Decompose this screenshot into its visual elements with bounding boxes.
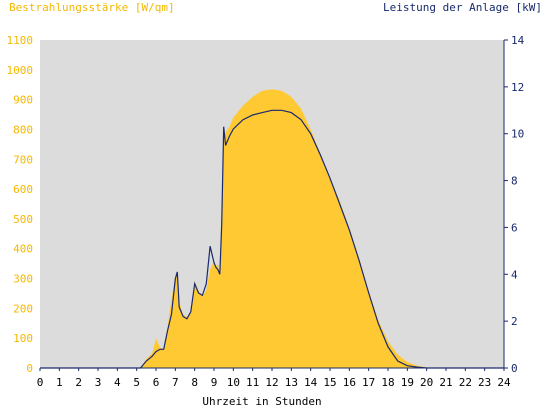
x-tick-label: 22 [459,376,472,389]
x-axis-ticks: 0 1 2 3 4 5 6 7 8 9 10 11 12 13 14 15 16 17 18 19 20 21 22 23 24 [37,368,511,389]
x-tick-label: 24 [497,376,511,389]
x-tick-label: 13 [285,376,298,389]
x-tick-label: 9 [211,376,218,389]
y-left-tick-label: 700 [13,153,33,166]
y-right-tick-label: 2 [511,315,518,328]
y-right-tick-label: 4 [511,268,518,281]
y-right-tick-label: 10 [511,128,524,141]
y-left-tick-label: 400 [13,243,33,256]
x-tick-label: 7 [172,376,179,389]
y-left-tick-label: 0 [26,362,33,375]
x-tick-label: 21 [439,376,452,389]
x-tick-label: 3 [95,376,102,389]
y-left-tick-label: 1100 [7,34,34,47]
x-tick-label: 5 [133,376,140,389]
x-tick-label: 6 [153,376,160,389]
x-tick-label: 12 [265,376,278,389]
power-line [40,109,504,369]
y-left-tick-label: 1000 [7,64,34,77]
left-axis-ticks: 0 100 200 300 400 500 600 700 800 900 1000 1100 [7,34,34,375]
y-right-tick-label: 0 [511,362,518,375]
irradiance-area [40,89,504,368]
y-right-tick-label: 14 [511,34,525,47]
x-tick-label: 10 [227,376,240,389]
x-tick-label: 0 [37,376,44,389]
right-axis-ticks: 0 2 4 6 8 10 12 14 [504,34,525,375]
x-tick-label: 18 [381,376,394,389]
y-right-tick-label: 6 [511,221,518,234]
x-tick-label: 15 [323,376,336,389]
x-tick-label: 23 [478,376,491,389]
x-tick-label: 8 [191,376,198,389]
x-axis-title: Uhrzeit in Stunden [202,395,321,408]
x-tick-label: 19 [401,376,414,389]
x-tick-label: 2 [75,376,82,389]
x-tick-label: 20 [420,376,433,389]
x-tick-label: 16 [343,376,356,389]
y-left-tick-label: 800 [13,123,33,136]
y-left-tick-label: 300 [13,273,33,286]
y-left-tick-label: 900 [13,94,33,107]
x-tick-label: 14 [304,376,318,389]
y-left-tick-label: 600 [13,183,33,196]
y-left-tick-label: 100 [13,332,33,345]
left-axis-title: Bestrahlungsstärke [W/qm] [9,1,175,14]
x-tick-label: 1 [56,376,63,389]
x-tick-label: 4 [114,376,121,389]
y-left-tick-label: 500 [13,213,33,226]
right-axis-title: Leistung der Anlage [kW] [383,1,542,14]
x-tick-label: 17 [362,376,375,389]
y-right-tick-label: 8 [511,175,518,188]
y-left-tick-label: 200 [13,302,33,315]
x-tick-label: 11 [246,376,259,389]
y-right-tick-label: 12 [511,81,524,94]
